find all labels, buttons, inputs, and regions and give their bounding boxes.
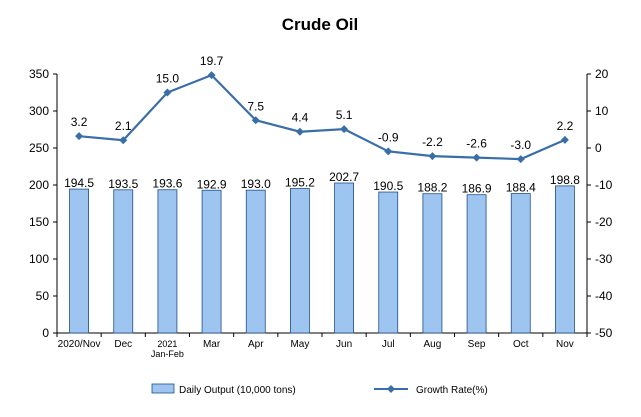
line-value-label: -3.0 bbox=[510, 138, 531, 152]
line-value-label: 5.1 bbox=[336, 108, 353, 122]
right-tick-label: -10 bbox=[595, 178, 613, 192]
right-tick-label: 0 bbox=[595, 141, 602, 155]
left-tick-label: 200 bbox=[29, 178, 49, 192]
bar bbox=[379, 192, 398, 333]
left-tick-label: 250 bbox=[29, 141, 49, 155]
x-tick-label: 2020/Nov bbox=[58, 339, 101, 350]
right-tick-label: -50 bbox=[595, 326, 613, 340]
bar-value-label: 198.8 bbox=[550, 173, 580, 187]
x-tick-label: Mar bbox=[203, 339, 221, 350]
line-value-label: 4.4 bbox=[292, 111, 309, 125]
line-value-label: 3.2 bbox=[71, 115, 88, 129]
line-point-marker bbox=[473, 154, 481, 162]
bar-series bbox=[70, 183, 575, 333]
legend-bar-swatch bbox=[152, 384, 174, 393]
bar bbox=[467, 195, 486, 333]
bar bbox=[290, 189, 309, 333]
x-tick-label: Jun bbox=[336, 339, 352, 350]
bar-value-label: 188.2 bbox=[417, 181, 447, 195]
right-tick-label: -40 bbox=[595, 289, 613, 303]
bar-value-label: 195.2 bbox=[285, 176, 315, 190]
data-labels: 194.5 193.5 193.6 192.9 193.0 195.2 202.7 190.5… bbox=[64, 54, 580, 196]
left-tick-label: 350 bbox=[29, 67, 49, 81]
bar-value-label: 190.5 bbox=[373, 179, 403, 193]
left-tick-label: 0 bbox=[42, 326, 49, 340]
bar bbox=[202, 190, 221, 333]
line-point-marker bbox=[517, 155, 525, 163]
bar bbox=[511, 194, 530, 333]
legend: Daily Output (10,000 tons) Growth Rate(%) bbox=[152, 384, 488, 396]
bar-value-label: 193.5 bbox=[108, 177, 138, 191]
x-tick-label: Oct bbox=[513, 339, 529, 350]
x-tick-label: Jan-Feb bbox=[151, 349, 184, 359]
right-tick-label: 10 bbox=[595, 104, 609, 118]
legend-line-label: Growth Rate(%) bbox=[416, 385, 488, 396]
line-value-label: 2.1 bbox=[115, 119, 132, 133]
left-tick-label: 300 bbox=[29, 104, 49, 118]
bar bbox=[246, 190, 265, 333]
bar bbox=[70, 189, 89, 333]
line-value-label: 2.2 bbox=[557, 119, 574, 133]
right-tick-label: -30 bbox=[595, 252, 613, 266]
bar-value-label: 188.4 bbox=[506, 181, 536, 195]
legend-bar-label: Daily Output (10,000 tons) bbox=[179, 385, 296, 396]
bar-value-label: 193.6 bbox=[152, 177, 182, 191]
line-value-label: 19.7 bbox=[200, 54, 224, 68]
bar-value-label: 194.5 bbox=[64, 176, 94, 190]
line-point-marker bbox=[340, 125, 348, 133]
line-value-label: 15.0 bbox=[156, 72, 180, 86]
x-tick-label: Sep bbox=[468, 339, 486, 350]
bar bbox=[423, 194, 442, 333]
bar bbox=[114, 190, 133, 333]
x-tick-label: May bbox=[290, 339, 309, 350]
line-point-marker bbox=[75, 132, 83, 140]
bar bbox=[555, 186, 574, 333]
growth-rate-line bbox=[79, 75, 565, 159]
bar-value-label: 186.9 bbox=[462, 182, 492, 196]
line-value-label: -2.2 bbox=[422, 135, 443, 149]
line-point-marker bbox=[384, 147, 392, 155]
x-tick-label: Jul bbox=[382, 339, 395, 350]
chart-title: Crude Oil bbox=[282, 15, 359, 34]
line-value-label: 7.5 bbox=[247, 99, 264, 113]
right-tick-label: -20 bbox=[595, 215, 613, 229]
line-point-marker bbox=[561, 136, 569, 144]
x-tick-label: Apr bbox=[248, 339, 264, 350]
x-tick-label: Aug bbox=[424, 339, 442, 350]
bar-value-label: 202.7 bbox=[329, 170, 359, 184]
line-point-marker bbox=[428, 152, 436, 160]
left-tick-label: 50 bbox=[36, 289, 50, 303]
bar-value-label: 193.0 bbox=[241, 177, 271, 191]
line-value-label: -0.9 bbox=[378, 130, 399, 144]
line-value-label: -2.6 bbox=[466, 137, 487, 151]
left-tick-label: 150 bbox=[29, 215, 49, 229]
line-series bbox=[75, 71, 569, 163]
x-tick-label: Nov bbox=[556, 339, 574, 350]
bar-value-label: 192.9 bbox=[197, 177, 227, 191]
right-tick-label: 20 bbox=[595, 67, 609, 81]
legend-line-marker bbox=[387, 385, 395, 393]
x-tick-label: 2021 bbox=[157, 339, 177, 349]
bar bbox=[158, 190, 177, 333]
line-point-marker bbox=[296, 128, 304, 136]
left-tick-label: 100 bbox=[29, 252, 49, 266]
bar bbox=[335, 183, 354, 333]
x-tick-label: Dec bbox=[114, 339, 132, 350]
